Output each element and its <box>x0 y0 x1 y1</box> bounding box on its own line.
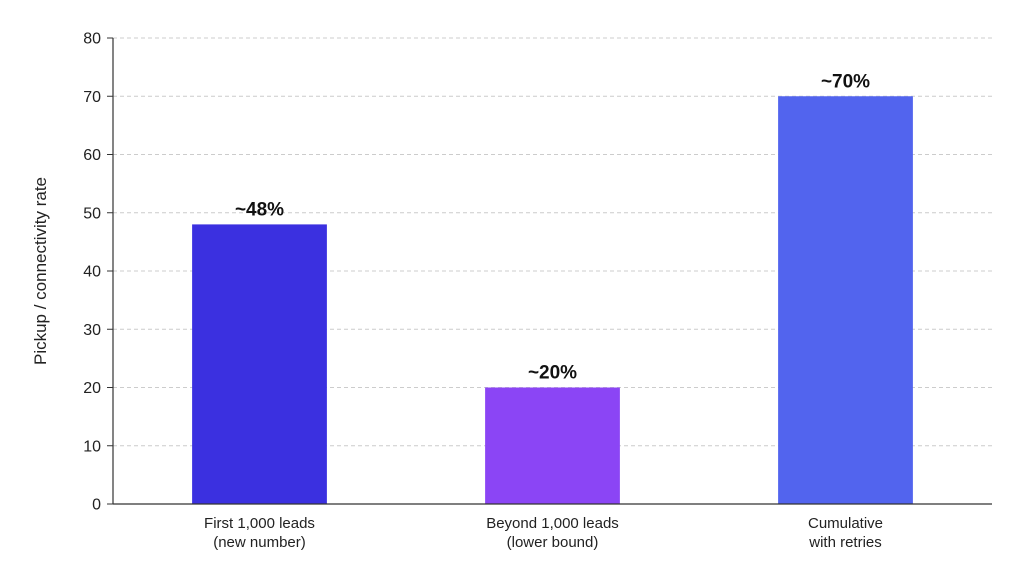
y-tick-label: 80 <box>83 31 101 48</box>
x-category-label-line: with retries <box>808 534 882 551</box>
y-tick-label: 50 <box>83 205 101 222</box>
x-category-label-line: First 1,000 leads <box>204 515 315 532</box>
x-category-label-line: (new number) <box>213 534 306 551</box>
y-tick-label: 70 <box>83 89 101 106</box>
y-tick-label: 60 <box>83 147 101 164</box>
x-category-label: First 1,000 leads (new number) <box>204 515 315 551</box>
bar <box>778 96 913 504</box>
bar-value-label: ~48% <box>235 199 284 220</box>
y-axis-title: Pickup / connectivity rate <box>31 177 50 365</box>
x-category-label-line: Beyond 1,000 leads <box>486 515 619 532</box>
y-axis-ticks: 0 10 20 30 40 50 60 70 80 <box>83 31 113 514</box>
bar <box>192 224 327 504</box>
x-category-label: Cumulative with retries <box>808 515 883 551</box>
y-tick-label: 10 <box>83 438 101 455</box>
bar-value-label: ~20% <box>528 363 577 384</box>
x-category-label-line: (lower bound) <box>507 534 599 551</box>
bar <box>485 387 620 504</box>
x-category-label-line: Cumulative <box>808 515 883 532</box>
y-tick-label: 20 <box>83 380 101 397</box>
y-tick-label: 0 <box>92 497 101 514</box>
y-tick-label: 40 <box>83 264 101 281</box>
bars <box>192 96 913 504</box>
bar-value-label: ~70% <box>821 71 870 92</box>
value-labels: ~48% ~20% ~70% <box>235 71 870 383</box>
x-axis-labels: First 1,000 leads (new number) Beyond 1,00… <box>204 515 883 551</box>
y-tick-label: 30 <box>83 322 101 339</box>
x-category-label: Beyond 1,000 leads (lower bound) <box>486 515 619 551</box>
